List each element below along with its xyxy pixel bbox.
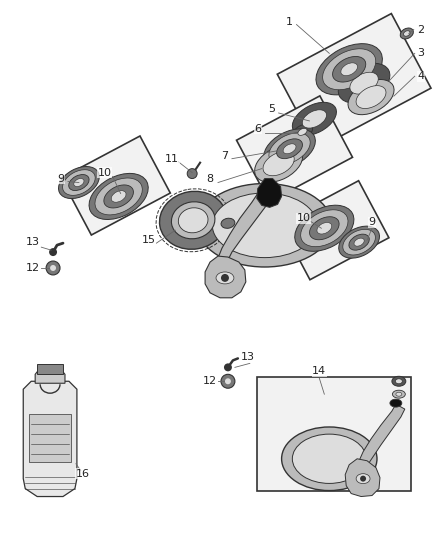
Ellipse shape xyxy=(282,427,377,490)
Ellipse shape xyxy=(197,183,332,267)
Ellipse shape xyxy=(356,474,370,483)
Text: 9: 9 xyxy=(368,217,376,227)
Ellipse shape xyxy=(178,208,208,233)
Text: 5: 5 xyxy=(268,104,275,114)
Ellipse shape xyxy=(292,434,366,483)
Text: 9: 9 xyxy=(57,174,64,183)
Ellipse shape xyxy=(269,133,310,165)
Text: 3: 3 xyxy=(417,49,424,58)
Ellipse shape xyxy=(104,185,134,208)
Ellipse shape xyxy=(74,179,84,187)
Polygon shape xyxy=(205,256,246,298)
Text: 12: 12 xyxy=(203,376,217,386)
Ellipse shape xyxy=(159,191,227,249)
Ellipse shape xyxy=(396,379,403,384)
Text: 12: 12 xyxy=(26,263,40,273)
Circle shape xyxy=(225,378,231,384)
Polygon shape xyxy=(279,181,389,280)
Ellipse shape xyxy=(292,102,336,135)
Ellipse shape xyxy=(277,139,303,159)
Ellipse shape xyxy=(350,72,378,94)
Ellipse shape xyxy=(343,229,375,255)
Text: 14: 14 xyxy=(312,366,326,376)
Text: 16: 16 xyxy=(76,469,90,479)
Text: 10: 10 xyxy=(98,167,112,177)
Polygon shape xyxy=(35,369,65,383)
Ellipse shape xyxy=(338,63,390,103)
Ellipse shape xyxy=(300,210,348,247)
Polygon shape xyxy=(218,190,272,264)
Circle shape xyxy=(221,374,235,388)
Ellipse shape xyxy=(221,218,235,228)
Polygon shape xyxy=(61,136,170,235)
Ellipse shape xyxy=(59,166,99,198)
Ellipse shape xyxy=(356,86,386,109)
Text: 13: 13 xyxy=(26,237,40,247)
Circle shape xyxy=(221,274,229,282)
Ellipse shape xyxy=(392,376,406,386)
Ellipse shape xyxy=(283,144,296,154)
Text: 2: 2 xyxy=(417,25,424,35)
Bar xyxy=(37,365,63,374)
Text: 1: 1 xyxy=(286,17,293,27)
Polygon shape xyxy=(257,377,411,491)
Ellipse shape xyxy=(111,191,126,202)
Ellipse shape xyxy=(63,169,95,195)
Ellipse shape xyxy=(310,217,339,240)
Polygon shape xyxy=(257,179,282,207)
Text: 7: 7 xyxy=(221,151,229,161)
Ellipse shape xyxy=(89,173,148,220)
Circle shape xyxy=(187,168,197,179)
Ellipse shape xyxy=(171,202,215,239)
Text: 6: 6 xyxy=(254,124,261,134)
Ellipse shape xyxy=(400,28,413,39)
Ellipse shape xyxy=(254,145,303,182)
Text: 8: 8 xyxy=(206,174,214,183)
Polygon shape xyxy=(23,381,77,497)
Ellipse shape xyxy=(349,234,369,250)
Bar xyxy=(29,414,71,462)
Polygon shape xyxy=(277,13,431,149)
Ellipse shape xyxy=(390,399,402,407)
Circle shape xyxy=(50,265,56,271)
Circle shape xyxy=(49,248,57,256)
Circle shape xyxy=(46,261,60,275)
Ellipse shape xyxy=(263,151,294,176)
Ellipse shape xyxy=(295,205,354,251)
Ellipse shape xyxy=(396,392,402,396)
Ellipse shape xyxy=(323,49,376,90)
Ellipse shape xyxy=(332,56,366,82)
Circle shape xyxy=(360,475,366,482)
Text: 13: 13 xyxy=(241,352,255,362)
Ellipse shape xyxy=(69,174,89,190)
Text: 4: 4 xyxy=(417,71,424,81)
Polygon shape xyxy=(359,404,405,466)
Ellipse shape xyxy=(95,178,142,215)
Ellipse shape xyxy=(264,129,315,168)
Ellipse shape xyxy=(292,124,313,140)
Ellipse shape xyxy=(216,272,234,284)
Ellipse shape xyxy=(316,44,382,95)
Ellipse shape xyxy=(298,128,307,135)
Ellipse shape xyxy=(341,63,357,76)
Ellipse shape xyxy=(302,110,326,128)
Text: 15: 15 xyxy=(141,235,155,245)
Polygon shape xyxy=(345,459,380,497)
Ellipse shape xyxy=(392,390,405,398)
Polygon shape xyxy=(237,96,353,201)
Ellipse shape xyxy=(403,31,410,36)
Ellipse shape xyxy=(354,238,364,246)
Ellipse shape xyxy=(339,226,379,258)
Ellipse shape xyxy=(348,79,394,115)
Text: 10: 10 xyxy=(297,213,311,223)
Circle shape xyxy=(224,364,232,372)
Ellipse shape xyxy=(317,222,332,234)
Ellipse shape xyxy=(212,193,317,257)
Text: 11: 11 xyxy=(165,154,179,164)
